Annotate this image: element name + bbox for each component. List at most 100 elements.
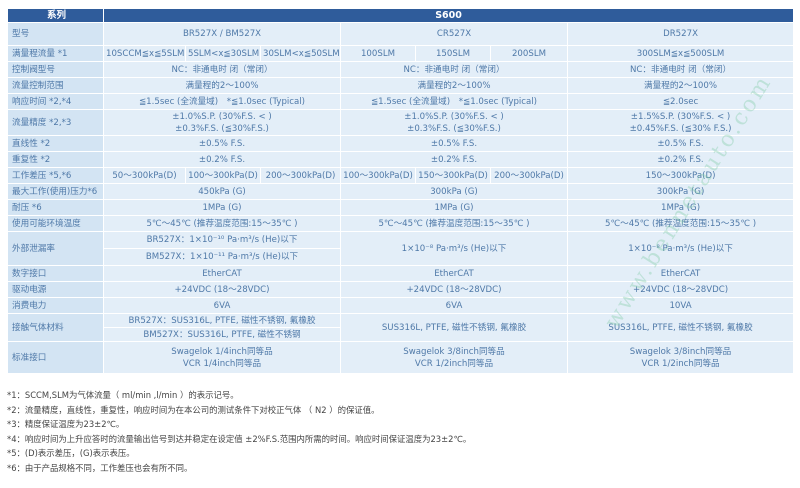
table-cell: EtherCAT <box>103 265 341 282</box>
table-cell: ±0.2% F.S. <box>103 151 341 168</box>
table-row: 直线性 *2 ±0.5% F.S. ±0.5% F.S. ±0.5% F.S. <box>7 135 795 152</box>
table-cell: 100SLM <box>340 45 416 62</box>
table-row: 重复性 *2 ±0.2% F.S. ±0.2% F.S. ±0.2% F.S. <box>7 151 795 168</box>
table-cell: ±1.5%S.P. (30%F.S. < ) ±0.45%F.S. (≦30% … <box>566 109 795 136</box>
table-cell: 50～300kPa(D) <box>103 167 186 184</box>
table-cell: 1MPa (G) <box>340 199 568 216</box>
table-row: 接触气体材料 BR527X：SUS316L, PTFE, 磁性不锈钢, 氟橡胶 SU… <box>7 313 795 342</box>
table-cell: NC：非通电时 闭（常闭） <box>340 61 568 78</box>
table-cell: NC：非通电时 闭（常闭） <box>566 61 795 78</box>
table-cell: EtherCAT <box>566 265 795 282</box>
row-label: 重复性 *2 <box>7 151 104 168</box>
row-label: 消费电力 <box>7 297 104 314</box>
table-cell: 150SLM <box>415 45 491 62</box>
table-cell: BR527X：1×10⁻¹⁰ Pa·m³/s (He)以下 <box>103 231 341 249</box>
row-label: 型号 <box>7 22 104 46</box>
table-cell: 300SLM≦x≦500SLM <box>566 45 795 62</box>
row-label: 驱动电源 <box>7 281 104 298</box>
table-row: 工作差压 *5,*6 50～300kPa(D) 100～300kPa(D) 200～3… <box>7 167 795 184</box>
table-row: 型号 BR527X / BM527X CR527X DR527X <box>7 22 795 46</box>
table-cell: CR527X <box>340 22 568 46</box>
table-row: 数字接口 EtherCAT EtherCAT EtherCAT <box>7 265 795 282</box>
table-cell: ±0.5% F.S. <box>340 135 568 152</box>
table-row: 控制阀型号 NC：非通电时 闭（常闭） NC：非通电时 闭（常闭） NC：非通电时 闭… <box>7 61 795 78</box>
table-cell: ≦1.5sec (全流量域) *≦1.0sec (Typical) <box>103 93 341 110</box>
footnote: *5：(D)表示差压，(G)表示表压。 <box>7 448 135 459</box>
footnote: *1：SCCM,SLM为气体流量（ ml/min ,l/min ）的表示记号。 <box>7 390 239 400</box>
table-cell: 100～300kPa(D) <box>185 167 261 184</box>
table-row: 满量程流量 *1 10SCCM≦x≦5SLM 5SLM<x≦30SLM 30SLM<x… <box>7 45 795 62</box>
table-row: 流量控制范围 满量程的2～100% 满量程的2～100% 满量程的2～100% <box>7 77 795 94</box>
table-cell: SUS316L, PTFE, 磁性不锈钢, 氟橡胶 <box>340 313 568 342</box>
table-cell: ±1.0%S.P. (30%F.S. < ) ±0.3%F.S. (≦30%F.… <box>340 109 568 136</box>
table-cell: 200～300kPa(D) <box>490 167 568 184</box>
table-cell: 满量程的2～100% <box>340 77 568 94</box>
row-label: 标准接口 <box>7 341 104 374</box>
row-label: 接触气体材料 <box>7 313 104 342</box>
row-label: 外部泄漏率 <box>7 231 104 266</box>
table-cell: DR527X <box>566 22 795 46</box>
footnote: *6：由于产品规格不同，工作差压也会有所不同。 <box>7 462 193 473</box>
table-cell: 1×10⁻⁸ Pa·m³/s (He)以下 <box>340 231 568 266</box>
row-label: 最大工作(使用)压力*6 <box>7 183 104 200</box>
table-cell: 100～300kPa(D) <box>340 167 416 184</box>
footnote: *2：流量精度，直线性，重复性，响应时间为在本公司的测试条件下对校正气体 （ N… <box>7 404 380 415</box>
row-label: 数字接口 <box>7 265 104 282</box>
table-cell: ±0.2% F.S. <box>340 151 568 168</box>
table-cell: BR527X：SUS316L, PTFE, 磁性不锈钢, 氟橡胶 <box>103 313 341 328</box>
table-cell: BM527X：1×10⁻¹¹ Pa·m³/s (He)以下 <box>103 248 341 266</box>
table-cell: +24VDC (18～28VDC) <box>340 281 568 298</box>
table-cell: EtherCAT <box>340 265 568 282</box>
table-cell: 5SLM<x≦30SLM <box>185 45 261 62</box>
table-cell: 10SCCM≦x≦5SLM <box>103 45 186 62</box>
table-cell: 5℃～45℃ (推荐温度范围:15～35℃ ) <box>566 215 795 232</box>
table-cell: 10VA <box>566 297 795 314</box>
table-cell: 1×10⁻⁸ Pa·m³/s (He)以下 <box>566 231 795 266</box>
spec-table: 系列 S600 型号 BR527X / BM527X CR527X DR527X 满量程流量… <box>7 8 795 374</box>
table-row: 流量精度 *2,*3 ±1.0%S.P. (30%F.S. < ) ±0.3%F.… <box>7 109 795 136</box>
table-cell: ±0.5% F.S. <box>566 135 795 152</box>
table-cell: 150～300kPa(D) <box>566 167 795 184</box>
table-cell: 满量程的2～100% <box>566 77 795 94</box>
table-cell: 6VA <box>340 297 568 314</box>
table-cell: 6VA <box>103 297 341 314</box>
table-cell: 1MPa (G) <box>103 199 341 216</box>
table-cell: S600 <box>102 8 795 23</box>
table-cell: +24VDC (18～28VDC) <box>566 281 795 298</box>
table-cell: ±1.0%S.P. (30%F.S. < ) ±0.3%F.S. (≦30%F.… <box>103 109 341 136</box>
table-cell: 200SLM <box>490 45 568 62</box>
row-label: 控制阀型号 <box>7 61 104 78</box>
table-cell: 5℃～45℃ (推荐温度范围:15～35℃ ) <box>103 215 341 232</box>
table-cell: Swagelok 1/4inch同等品 VCR 1/4inch同等品 <box>103 341 341 374</box>
table-cell: 5℃～45℃ (推荐温度范围:15～35℃ ) <box>340 215 568 232</box>
table-cell: ±0.2% F.S. <box>566 151 795 168</box>
row-label: 耐压 *6 <box>7 199 104 216</box>
footnote: *4：响应时间为上升应答时的流量输出信号到达并稳定在设定值 ±2%F.S.范围内… <box>7 433 472 444</box>
table-cell: 30SLM<x≦50SLM <box>260 45 341 62</box>
table-cell: 300kPa (G) <box>340 183 568 200</box>
table-cell: Swagelok 3/8inch同等品 VCR 1/2inch同等品 <box>340 341 568 374</box>
table-cell: Swagelok 3/8inch同等品 VCR 1/2inch同等品 <box>566 341 795 374</box>
table-header-row: 系列 S600 <box>7 8 795 23</box>
table-cell: NC：非通电时 闭（常闭） <box>103 61 341 78</box>
row-label: 直线性 *2 <box>7 135 104 152</box>
table-row: 驱动电源 +24VDC (18～28VDC) +24VDC (18～28VDC) +2… <box>7 281 795 298</box>
footnotes: *1：SCCM,SLM为气体流量（ ml/min ,l/min ）的表示记号。 *… <box>7 388 471 476</box>
table-cell: 满量程的2～100% <box>103 77 341 94</box>
table-cell: ±0.5% F.S. <box>103 135 341 152</box>
row-label: 系列 <box>7 8 104 23</box>
table-cell: 1MPa (G) <box>566 199 795 216</box>
row-label: 使用可能环境温度 <box>7 215 104 232</box>
table-cell: BM527X：SUS316L, PTFE, 磁性不锈钢 <box>103 327 341 342</box>
table-cell: ≦1.5sec (全流量域) *≦1.0sec (Typical) <box>340 93 568 110</box>
table-cell: +24VDC (18～28VDC) <box>103 281 341 298</box>
row-label: 工作差压 *5,*6 <box>7 167 104 184</box>
footnote: *3：精度保证温度为23±2℃。 <box>7 419 125 430</box>
table-cell: 150～300kPa(D) <box>415 167 491 184</box>
row-label: 流量精度 *2,*3 <box>7 109 104 136</box>
table-row: 标准接口 Swagelok 1/4inch同等品 VCR 1/4inch同等品 Sw… <box>7 341 795 374</box>
row-label: 满量程流量 *1 <box>7 45 104 62</box>
table-cell: 450kPa (G) <box>103 183 341 200</box>
table-cell: BR527X / BM527X <box>103 22 341 46</box>
row-label: 响应时间 *2,*4 <box>7 93 104 110</box>
